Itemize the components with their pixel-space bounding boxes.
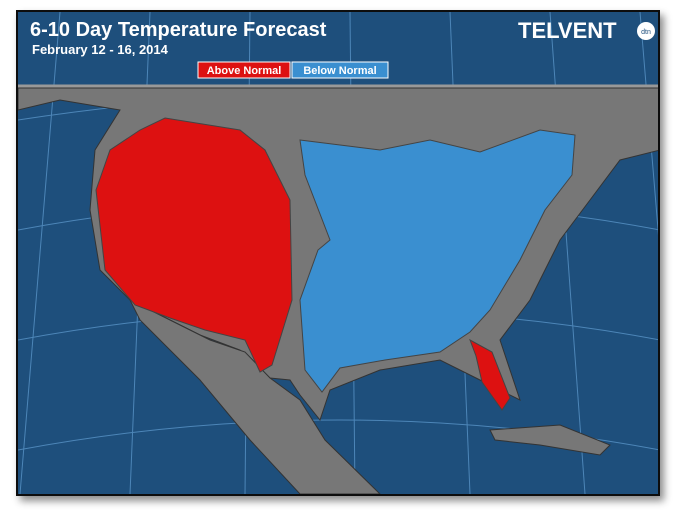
legend-swatch <box>291 61 389 79</box>
below-normal-east <box>299 129 576 393</box>
logo-badge-text: dtn <box>641 29 651 36</box>
legend-label: Below Normal <box>303 65 376 77</box>
legend-swatch <box>197 61 291 79</box>
subtitle: February 12 - 16, 2014 <box>32 42 169 57</box>
title: 6-10 Day Temperature Forecast <box>30 19 327 41</box>
above-normal-florida <box>469 338 511 411</box>
cuba <box>489 424 611 456</box>
mexico <box>128 298 381 494</box>
logo: TELVENT <box>518 18 617 43</box>
above-normal-west <box>95 117 293 373</box>
logo-badge <box>637 22 655 40</box>
map <box>18 12 658 494</box>
legend-label: Above Normal <box>207 65 282 77</box>
